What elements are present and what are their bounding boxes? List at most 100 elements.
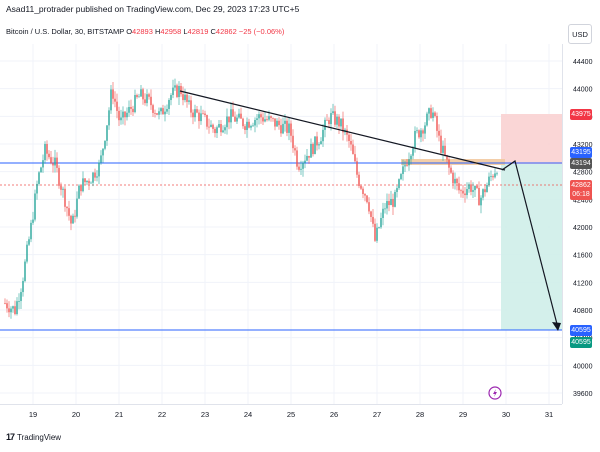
chart-pane[interactable] (0, 44, 562, 404)
price-chart[interactable] (0, 44, 562, 404)
candle-body (216, 127, 218, 134)
candle-body (366, 195, 368, 203)
candle-body (234, 116, 236, 122)
candle-body (364, 194, 366, 196)
candle-body (112, 89, 114, 99)
candle-body (490, 176, 492, 177)
time-tick-label: 25 (287, 410, 295, 419)
candle-body (444, 145, 446, 156)
candle-body (166, 108, 168, 112)
stop-loss-zone[interactable] (501, 114, 562, 164)
take-profit-zone[interactable] (501, 164, 562, 330)
candle-body (456, 178, 458, 184)
candle-body (150, 96, 152, 106)
candle-body (190, 100, 192, 113)
candle-body (388, 201, 390, 206)
candle-body (46, 143, 48, 154)
candle-body (18, 301, 20, 302)
candle-body (360, 186, 362, 189)
candle-body (440, 135, 442, 153)
candle-body (30, 222, 32, 240)
price-tick-label: 44400 (573, 59, 593, 66)
time-tick-label: 30 (502, 410, 510, 419)
candle-body (492, 176, 494, 178)
candle-body (222, 130, 224, 133)
candle-body (486, 184, 488, 193)
candle-body (442, 145, 444, 153)
time-axis[interactable]: 19 20 21 22 23 24 25 26 27 28 29 30 31 (0, 404, 562, 427)
candle-body (82, 178, 84, 192)
candle-body (334, 111, 336, 125)
candle-body (230, 109, 232, 123)
candle-body (218, 124, 220, 128)
candle-body (194, 109, 196, 118)
candle-body (342, 118, 344, 133)
footer-brand: 17 TradingView (6, 432, 61, 442)
candle-body (206, 115, 208, 127)
candle-body (478, 187, 480, 206)
resistance-box[interactable] (401, 159, 505, 165)
tag-entry-a: 43195 (570, 147, 592, 158)
tag-last-price: 42862 06:18 (570, 180, 592, 200)
candle-body (242, 118, 244, 127)
candle-body (292, 135, 294, 149)
candle-body (228, 116, 230, 123)
candle-body (378, 227, 380, 229)
candle-body (410, 155, 412, 160)
candle-body (450, 167, 452, 173)
candle-body (476, 185, 478, 188)
projection-path[interactable] (501, 160, 559, 329)
candle-body (338, 116, 340, 127)
candle-body (390, 198, 392, 206)
candle-body (130, 106, 132, 109)
projection-arrowhead (552, 322, 561, 331)
candle-body (180, 85, 182, 95)
candle-body (60, 185, 62, 190)
candle-body (470, 184, 472, 192)
trendline[interactable] (179, 90, 506, 171)
candle-body (16, 301, 18, 315)
candle-body (438, 130, 440, 136)
candle-body (80, 185, 82, 192)
candle-body (188, 100, 190, 102)
price-axis[interactable]: 4440044000436004320042800424004200041600… (562, 44, 600, 404)
candle-body (14, 306, 16, 315)
candle-body (432, 112, 434, 118)
candle-body (454, 178, 456, 184)
price-tick-label: 39600 (573, 391, 593, 398)
candle-body (232, 109, 234, 117)
footer-brand-label: TradingView (17, 432, 62, 442)
candle-body (274, 118, 276, 127)
candle-body (92, 172, 94, 183)
candle-body (472, 190, 474, 192)
candle-body (332, 111, 334, 114)
candle-body (396, 188, 398, 192)
candle-body (84, 178, 86, 183)
candle-body (400, 174, 402, 180)
currency-button[interactable]: USD (568, 24, 592, 44)
candle-body (300, 168, 302, 170)
candle-body (474, 185, 476, 191)
candle-body (72, 215, 74, 224)
candle-body (262, 117, 264, 122)
candle-body (412, 148, 414, 156)
candle-body (424, 125, 426, 134)
candle-body (132, 108, 134, 113)
lightning-bolt-icon[interactable] (488, 386, 502, 400)
candle-body (318, 144, 320, 146)
candle-body (380, 217, 382, 228)
price-tick-label: 42000 (573, 225, 593, 232)
candle-body (408, 159, 410, 166)
candle-body (336, 116, 338, 125)
candle-body (124, 111, 126, 118)
candle-body (384, 208, 386, 210)
candle-body (464, 193, 466, 196)
candle-body (136, 95, 138, 98)
candle-body (418, 130, 420, 138)
candle-body (76, 198, 78, 217)
candle-body (484, 189, 486, 193)
candle-body (90, 182, 92, 184)
candle-body (156, 113, 158, 115)
candle-body (362, 188, 364, 195)
candle-body (172, 87, 174, 96)
